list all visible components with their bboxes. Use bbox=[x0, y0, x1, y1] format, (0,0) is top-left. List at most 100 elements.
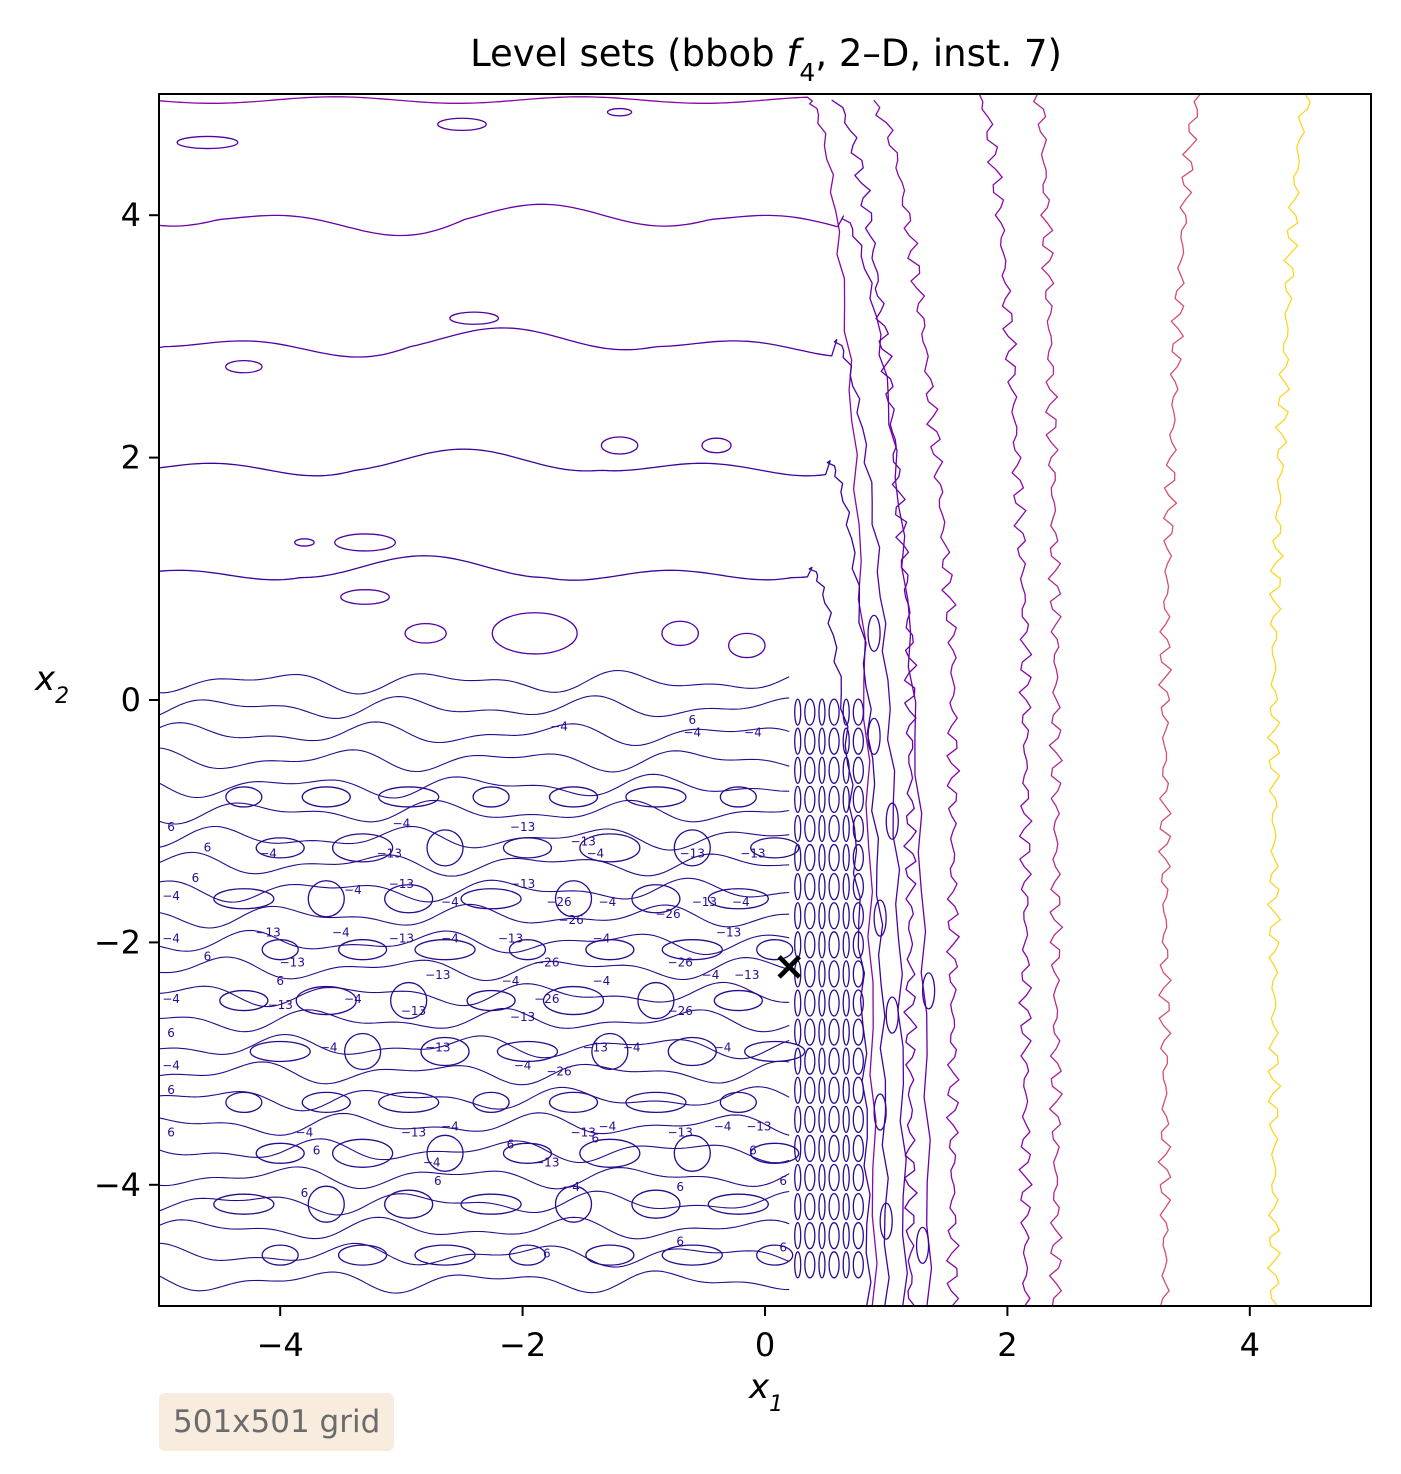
contour-loop bbox=[508, 939, 547, 961]
stripe-loop bbox=[852, 727, 864, 755]
contour-level-label: −13 bbox=[268, 998, 293, 1012]
contour-level-label: −13 bbox=[255, 925, 280, 939]
stripe-loop bbox=[828, 989, 840, 1017]
contour-loop bbox=[585, 939, 635, 961]
contour-level-label: 6 bbox=[434, 1174, 442, 1188]
stripe-loop bbox=[804, 785, 816, 814]
contour-level-label: −13 bbox=[510, 1010, 535, 1024]
contour-loop bbox=[542, 985, 605, 1016]
contour-loop bbox=[307, 1185, 345, 1223]
contour-level-label: 6 bbox=[591, 1131, 599, 1145]
stripe-loop bbox=[804, 1047, 816, 1075]
stripe-loop bbox=[818, 1047, 826, 1075]
stripe-loop bbox=[842, 1222, 850, 1250]
stripe-loop bbox=[828, 872, 840, 901]
stripe-loop bbox=[794, 1018, 802, 1046]
contour-loop bbox=[867, 614, 881, 652]
stripe-loop bbox=[804, 1251, 816, 1279]
contour-loop bbox=[420, 1036, 470, 1067]
contour-loop bbox=[340, 589, 390, 605]
y-axis-label-main: x bbox=[34, 659, 56, 699]
contour-level-label: 6 bbox=[749, 1144, 757, 1158]
stripe-loop bbox=[852, 1251, 864, 1279]
contour-loop bbox=[491, 612, 578, 655]
contour-level-label: 6 bbox=[313, 1144, 321, 1158]
contour-level-label: −4 bbox=[502, 974, 520, 988]
outer-level-curve bbox=[1033, 94, 1064, 1306]
contour-loop bbox=[426, 1134, 464, 1172]
contour-loop bbox=[727, 632, 766, 659]
stripe-loop bbox=[828, 1134, 840, 1163]
dense-level-curve bbox=[159, 956, 790, 982]
contour-level-label: 6 bbox=[507, 1137, 515, 1151]
x-axis: −4 −2 0 2 4 bbox=[257, 1306, 1260, 1364]
contour-loop bbox=[331, 1138, 394, 1168]
stripe-loop bbox=[842, 1076, 850, 1104]
contour-level-label: −13 bbox=[668, 1125, 693, 1139]
stripe-loop bbox=[852, 960, 864, 988]
contour-loop bbox=[466, 989, 516, 1012]
contour-level-label: −13 bbox=[571, 834, 596, 848]
stripe-loop bbox=[852, 756, 864, 784]
contour-loop bbox=[719, 786, 757, 808]
dense-level-curve bbox=[159, 1190, 790, 1216]
contour-loop bbox=[343, 1032, 382, 1071]
contour-level-label: 6 bbox=[676, 1180, 684, 1194]
stripe-loop bbox=[828, 1105, 840, 1134]
stripe-loop bbox=[794, 785, 802, 814]
stripe-loop bbox=[804, 756, 816, 784]
contour-level-label: 6 bbox=[167, 1026, 175, 1040]
stripe-loop bbox=[852, 872, 864, 901]
outer-level-curve bbox=[873, 99, 961, 1306]
contour-loop bbox=[331, 833, 394, 863]
stripe-loop bbox=[842, 960, 850, 988]
contour-loop bbox=[255, 837, 305, 859]
contour-level-label: 6 bbox=[276, 974, 284, 988]
y-axis-label-sub: 2 bbox=[55, 684, 69, 709]
contour-level-label: −4 bbox=[714, 1119, 732, 1133]
stripe-loop bbox=[794, 960, 802, 988]
contour-lines bbox=[159, 94, 1311, 1306]
stripe-loop bbox=[842, 814, 850, 843]
stripe-loop bbox=[828, 1192, 840, 1221]
contour-level-label: −4 bbox=[514, 1059, 532, 1073]
stripe-loop bbox=[794, 1251, 802, 1279]
contour-loop bbox=[750, 1142, 800, 1164]
contour-level-label: 6 bbox=[204, 841, 212, 855]
contour-loop bbox=[579, 1138, 641, 1168]
y-axis-label: x2 bbox=[34, 659, 69, 709]
stripe-loop bbox=[804, 1192, 816, 1221]
stripe-loop bbox=[852, 1192, 864, 1221]
stripe-loop bbox=[842, 1047, 850, 1075]
contour-level-label: −26 bbox=[534, 956, 559, 970]
stripe-loop bbox=[852, 931, 864, 959]
contour-level-label: −13 bbox=[746, 1119, 771, 1133]
stripe-loop bbox=[818, 1018, 826, 1046]
contour-level-label: −26 bbox=[558, 913, 583, 927]
contour-level-label: −4 bbox=[623, 1041, 641, 1055]
band-level-curve bbox=[159, 203, 933, 1306]
contour-level-label: 6 bbox=[676, 1234, 684, 1248]
stripe-loop bbox=[804, 931, 816, 959]
stripe-loop bbox=[842, 872, 850, 901]
contour-level-label: −4 bbox=[593, 931, 611, 945]
contour-loop bbox=[625, 786, 687, 808]
stripe-loop bbox=[828, 756, 840, 784]
contour-level-label: −13 bbox=[498, 931, 523, 945]
contour-loop bbox=[502, 1142, 553, 1164]
band-level-curve bbox=[159, 555, 872, 1306]
contour-loop bbox=[378, 786, 440, 808]
contour-loop bbox=[707, 1193, 769, 1215]
contour-loop bbox=[661, 1244, 723, 1266]
contour-loop bbox=[637, 981, 675, 1020]
contour-loop bbox=[176, 135, 239, 150]
stripe-loop bbox=[794, 1222, 802, 1250]
contour-loop bbox=[548, 1091, 599, 1114]
contour-level-label: −13 bbox=[534, 1156, 559, 1170]
outer-level-curve bbox=[1266, 94, 1311, 1306]
dense-level-curve bbox=[159, 825, 790, 851]
contour-loop bbox=[414, 939, 476, 961]
contour-level-label: −4 bbox=[393, 816, 411, 830]
stripe-loop bbox=[804, 872, 816, 901]
dense-level-curve bbox=[159, 1216, 790, 1240]
